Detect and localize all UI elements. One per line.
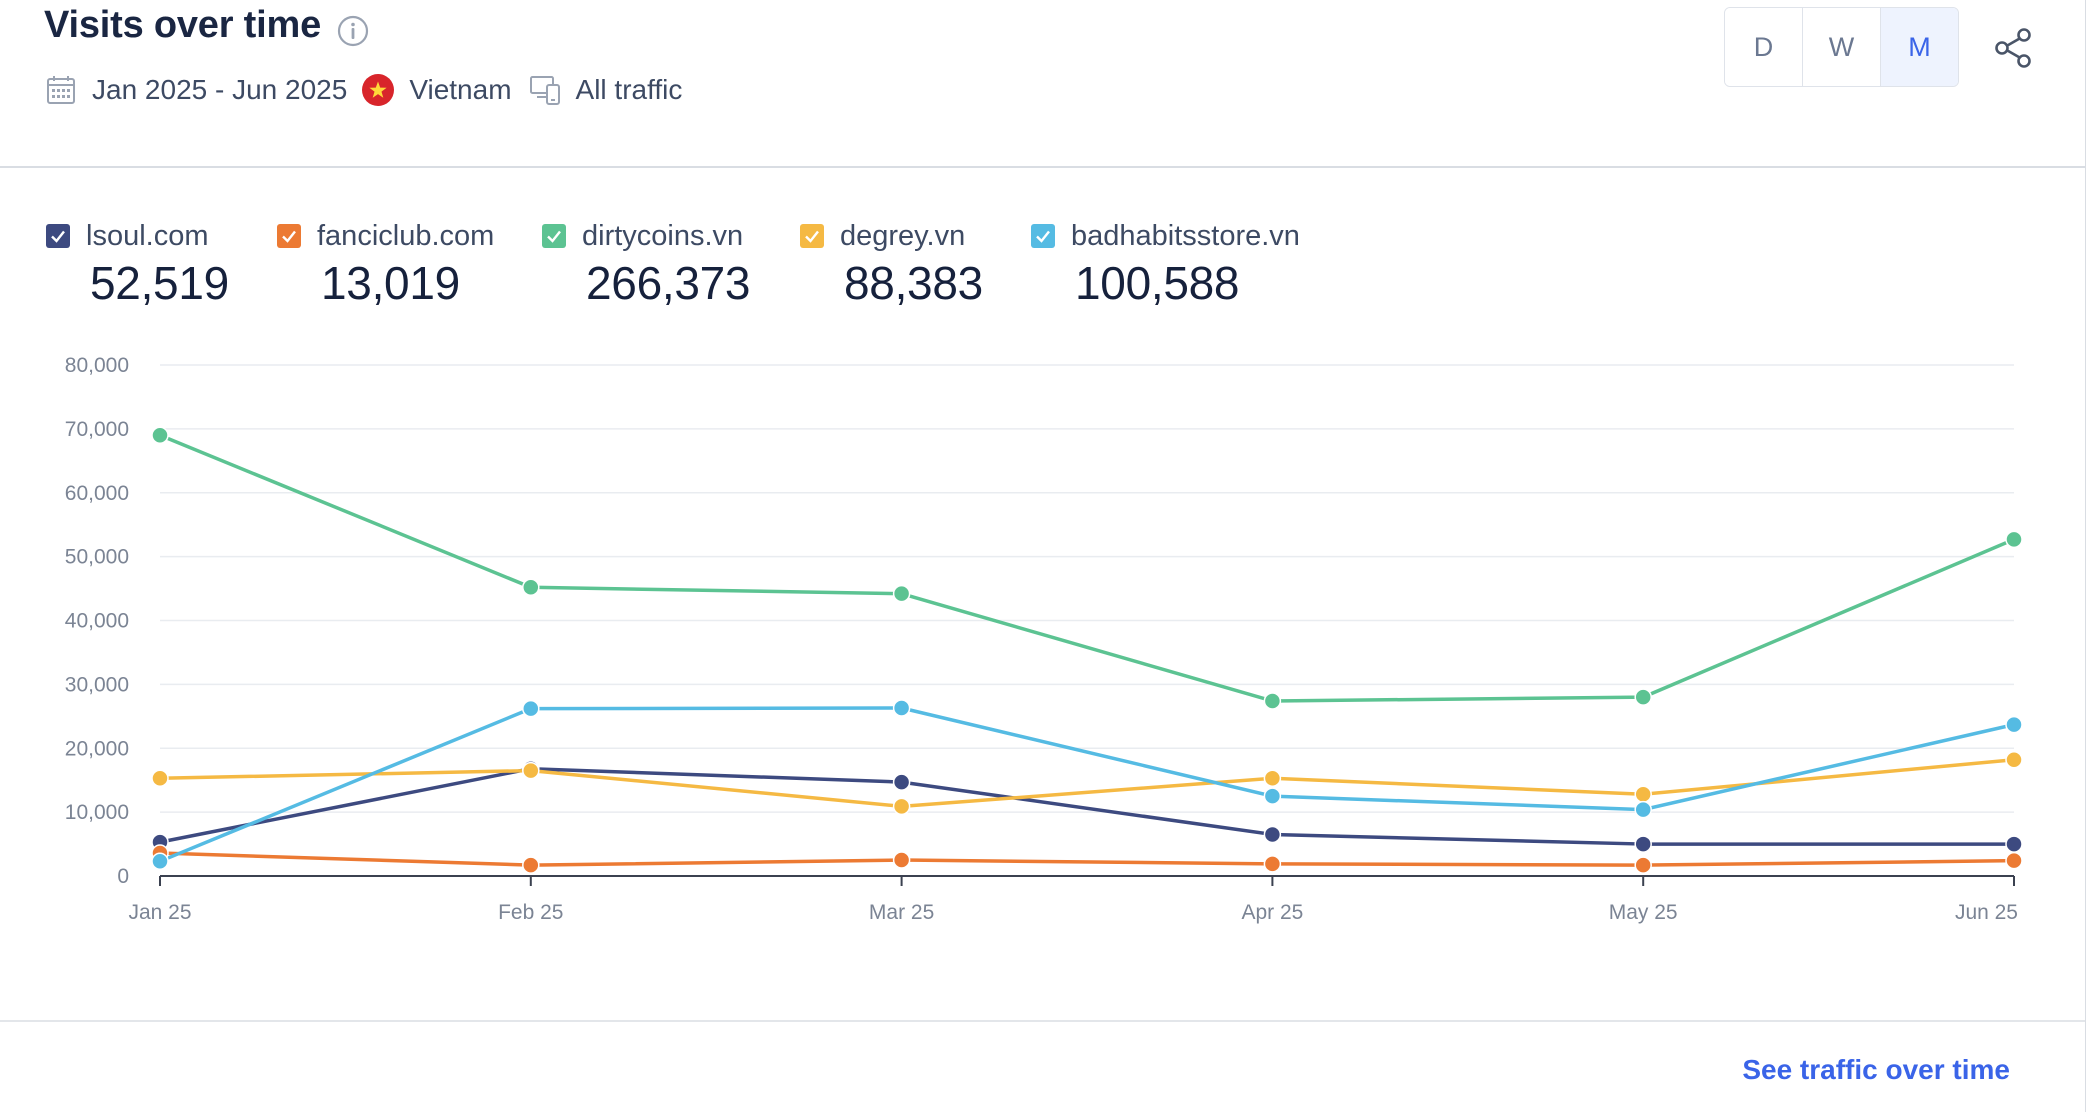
data-point-dirtycoins.vn [892, 584, 911, 603]
footer-divider [0, 1020, 2085, 1022]
x-tick-label: Jun 25 [1955, 901, 2018, 924]
card-title: Visits over time [44, 4, 322, 46]
y-tick-label: 0 [117, 865, 129, 888]
calendar-icon [47, 76, 75, 104]
visits-line-chart: 0 10,000 20,000 30,000 40,000 50,000 60,000 70,… [65, 354, 2023, 924]
card-edge [2085, 0, 2086, 1112]
data-point-dirtycoins.vn [1263, 692, 1282, 710]
legend-item-dirtycoins[interactable]: dirtycoins.vn 266,373 [542, 218, 750, 310]
filter-summary: Jan 2025 - Jun 2025 Vietnam All traffic [44, 70, 682, 110]
legend-name: dirtycoins.vn [582, 219, 744, 252]
legend-item-badhabitsstore[interactable]: badhabitsstore.vn 100,588 [1031, 218, 1300, 310]
data-point-lsoul.com [1634, 835, 1652, 853]
x-tick-label: Feb 25 [498, 901, 563, 924]
data-point-lsoul.com [2005, 835, 2023, 853]
data-point-fanciclub.com [892, 851, 911, 869]
y-tick-label: 80,000 [65, 354, 129, 377]
info-icon[interactable] [336, 14, 370, 48]
series-line-badhabitsstore.vn [159, 706, 2015, 863]
granularity-day-button[interactable]: D [1725, 8, 1802, 86]
y-tick-label: 30,000 [65, 673, 129, 696]
legend-total: 88,383 [844, 257, 983, 309]
data-point-fanciclub.com [1263, 855, 1282, 873]
checkbox-checked-icon[interactable] [800, 224, 824, 248]
data-point-badhabitsstore.vn [151, 852, 169, 871]
series-line-lsoul.com [159, 766, 2014, 846]
legend-total: 266,373 [586, 257, 751, 309]
share-icon[interactable] [1992, 26, 2036, 70]
granularity-month-button[interactable]: M [1880, 8, 1958, 86]
legend-name: fanciclub.com [317, 219, 495, 252]
date-range: Jan 2025 - Jun 2025 [92, 74, 348, 105]
checkbox-checked-icon[interactable] [1031, 224, 1055, 248]
country-label: Vietnam [409, 74, 512, 105]
legend-name: badhabitsstore.vn [1071, 219, 1300, 252]
granularity-week-button[interactable]: W [1802, 8, 1880, 86]
data-point-badhabitsstore.vn [522, 699, 540, 718]
legend-name: degrey.vn [840, 219, 966, 252]
data-point-fanciclub.com [2005, 851, 2023, 870]
checkbox-checked-icon[interactable] [277, 224, 301, 248]
y-tick-label: 60,000 [65, 482, 129, 505]
data-point-degrey.vn [2005, 750, 2023, 769]
data-point-dirtycoins.vn [1634, 688, 1652, 706]
legend-total: 52,519 [90, 257, 229, 309]
legend-total: 100,588 [1075, 257, 1240, 309]
data-point-degrey.vn [522, 761, 540, 780]
header-divider [0, 166, 2085, 168]
y-tick-label: 50,000 [65, 546, 129, 569]
x-tick-label: Jan 25 [128, 901, 191, 924]
legend-item-fanciclub[interactable]: fanciclub.com 13,019 [277, 218, 494, 310]
data-point-badhabitsstore.vn [1263, 787, 1282, 805]
data-point-fanciclub.com [1634, 856, 1652, 874]
legend-total: 13,019 [321, 257, 460, 309]
x-tick-label: Mar 25 [869, 901, 934, 924]
y-tick-label: 10,000 [65, 801, 129, 824]
series-line-dirtycoins.vn [159, 433, 2015, 703]
checkbox-checked-icon[interactable] [542, 224, 566, 248]
data-point-dirtycoins.vn [151, 426, 169, 445]
y-tick-label: 20,000 [65, 737, 129, 760]
legend-item-lsoul[interactable]: lsoul.com 52,519 [46, 218, 229, 310]
data-point-dirtycoins.vn [2005, 530, 2023, 549]
data-point-fanciclub.com [522, 856, 540, 874]
x-tick-label: Apr 25 [1241, 901, 1303, 924]
traffic-label: All traffic [575, 74, 683, 105]
data-point-degrey.vn [892, 797, 911, 816]
y-tick-label: 40,000 [65, 610, 129, 633]
data-point-lsoul.com [892, 773, 911, 791]
data-point-badhabitsstore.vn [892, 699, 911, 717]
vietnam-flag-icon [362, 74, 395, 106]
data-point-degrey.vn [1263, 769, 1282, 788]
legend-item-degrey[interactable]: degrey.vn 88,383 [800, 218, 983, 310]
series-line-degrey.vn [159, 758, 2015, 809]
series-line-fanciclub.com [159, 851, 2015, 867]
data-point-degrey.vn [1634, 785, 1652, 803]
data-point-dirtycoins.vn [522, 578, 540, 597]
legend-name: lsoul.com [86, 219, 209, 252]
devices-icon [529, 76, 560, 105]
x-tick-label: May 25 [1609, 901, 1678, 924]
data-point-badhabitsstore.vn [2005, 715, 2023, 734]
granularity-toggle: D W M [1724, 7, 1959, 87]
checkbox-checked-icon[interactable] [46, 224, 70, 248]
y-tick-label: 70,000 [65, 418, 129, 441]
see-traffic-link[interactable]: See traffic over time [1742, 1054, 2010, 1085]
data-point-badhabitsstore.vn [1634, 800, 1652, 819]
data-point-degrey.vn [151, 769, 169, 788]
data-point-lsoul.com [1263, 825, 1282, 844]
